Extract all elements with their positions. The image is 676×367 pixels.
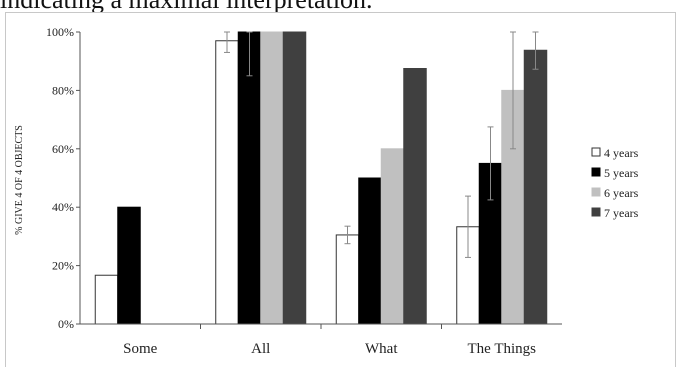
- bar-what-4-years: [335, 234, 360, 325]
- x-category-label: What: [365, 341, 398, 357]
- bar-what-6-years: [380, 148, 405, 325]
- bar-all-6-years: [260, 31, 284, 325]
- x-category-label: All: [251, 341, 270, 357]
- legend: 4 years 5 years 6 years 7 years: [591, 146, 639, 220]
- y-axis-title: % GIVE 4 OF 4 OBJECTS: [14, 125, 25, 235]
- x-axis: Some All What The Things: [80, 323, 562, 357]
- bar-some-4-years: [94, 274, 119, 325]
- legend-label: 4 years: [604, 146, 639, 160]
- figure-caption-fragment: indicating a maximal interpretation.: [0, 0, 676, 12]
- y-tick-label: 20%: [52, 259, 74, 273]
- bar-what-5-years: [358, 177, 382, 325]
- bar-all-7-years: [282, 31, 307, 325]
- legend-label: 6 years: [604, 186, 639, 200]
- legend-label: 5 years: [604, 166, 639, 180]
- legend-swatch: [591, 147, 601, 157]
- bars: [94, 31, 548, 325]
- bar-all-4-years: [215, 40, 239, 325]
- legend-swatch: [591, 187, 601, 197]
- x-category-label: The Things: [468, 341, 537, 357]
- y-tick-label: 0%: [58, 317, 74, 331]
- y-tick-label: 100%: [46, 25, 74, 39]
- bar-what-7-years: [403, 68, 427, 325]
- legend-label: 7 years: [604, 206, 639, 220]
- legend-swatch: [591, 167, 601, 177]
- bar-the-things-7-years: [523, 49, 548, 325]
- y-tick-label: 40%: [52, 200, 74, 214]
- bar-some-5-years: [117, 206, 141, 325]
- y-tick-label: 80%: [52, 83, 74, 97]
- y-tick-label: 60%: [52, 142, 74, 156]
- legend-swatch: [591, 207, 601, 217]
- x-category-label: Some: [123, 341, 158, 357]
- y-axis: 0% 20% 40% 60% 80% 100%: [46, 25, 81, 331]
